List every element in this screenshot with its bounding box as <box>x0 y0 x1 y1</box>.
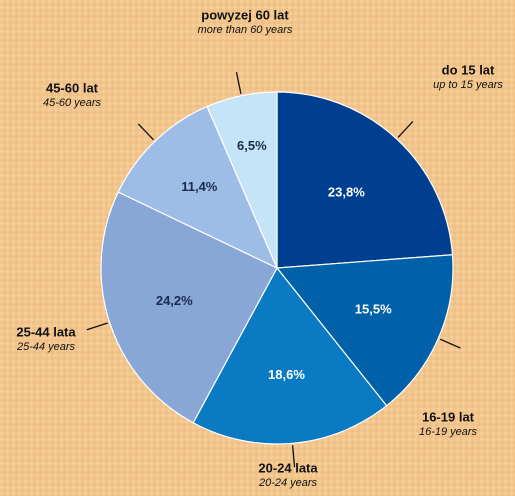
category-label-en: 20-24 years <box>258 477 318 489</box>
pie-slice <box>206 91 278 269</box>
category-label: 25-44 lata <box>16 324 76 339</box>
pie-slice <box>100 191 278 424</box>
pie-slice <box>276 91 454 269</box>
leader-line <box>291 445 296 468</box>
leader-line <box>397 120 414 138</box>
category-label: 16-19 lat <box>422 409 475 424</box>
category-label: 45-60 lat <box>46 80 99 95</box>
category-label-en: more than 60 years <box>198 24 293 36</box>
category-label-en: 16-19 years <box>419 426 478 438</box>
pie-slice <box>192 266 388 445</box>
value-label: 18,6% <box>268 367 305 382</box>
leader-line <box>137 123 154 141</box>
value-label: 23,8% <box>328 185 365 200</box>
pie-slice <box>275 254 454 407</box>
category-label-en: up to 15 years <box>433 79 503 91</box>
category-label: powyzej 60 lat <box>201 7 289 22</box>
leader-line <box>235 72 242 94</box>
category-label: 20-24 lata <box>258 460 318 475</box>
category-label-en: 25-44 years <box>16 341 76 353</box>
category-label: do 15 lat <box>442 62 495 77</box>
category-label-en: 45-60 years <box>43 97 102 109</box>
value-label: 15,5% <box>355 301 392 316</box>
pie-slice <box>117 105 279 270</box>
value-label: 24,2% <box>156 293 193 308</box>
value-label: 6,5% <box>237 138 267 153</box>
value-label: 11,4% <box>181 179 218 194</box>
leader-line <box>439 338 461 349</box>
leader-line <box>86 322 108 331</box>
